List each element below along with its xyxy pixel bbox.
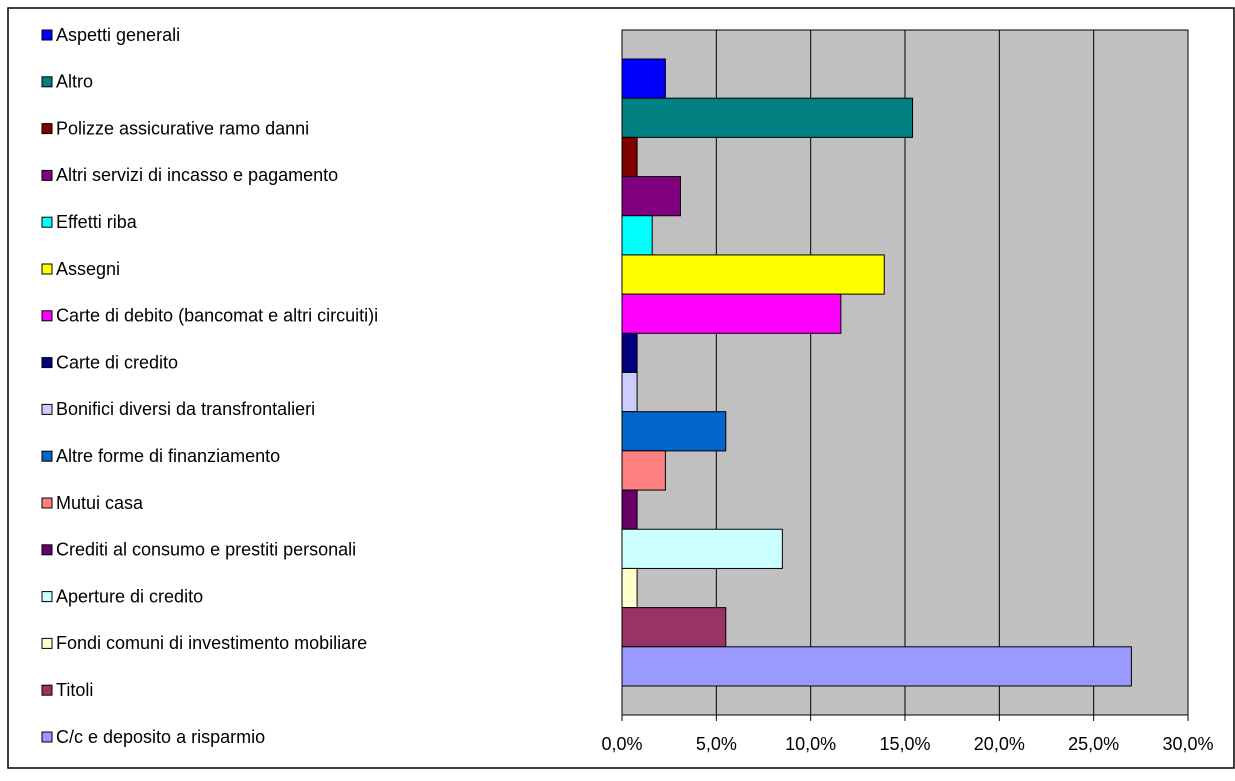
legend-swatch [41,591,53,603]
legend-label: Altro [56,72,93,92]
legend-label: Bonifici diversi da transfrontalieri [56,399,315,419]
legend-swatch [41,637,53,649]
x-tick-label: 20,0% [974,734,1025,754]
bar [621,58,666,99]
bar [621,489,638,530]
legend-label: Assegni [56,259,120,279]
legend-label: Mutui casa [56,493,144,513]
legend-swatch [41,731,53,743]
legend-label: C/c e deposito a risparmio [56,727,265,747]
x-tick-label: 10,0% [785,734,836,754]
x-tick-label: 0,0% [601,734,642,754]
legend-label: Aspetti generali [56,25,180,45]
legend-swatch [41,263,53,275]
legend-label: Crediti al consumo e prestiti personali [56,540,356,560]
legend-label: Titoli [56,680,93,700]
bar [621,254,885,295]
legend-label: Altre forme di finanziamento [56,446,280,466]
bar [621,176,681,217]
bar [621,528,783,569]
bar [621,567,638,609]
legend-label: Polizze assicurative ramo danni [56,118,309,138]
x-tick-label: 30,0% [1162,734,1213,754]
x-tick-label: 25,0% [1068,734,1119,754]
x-tick-label: 5,0% [696,734,737,754]
legend-label: Aperture di credito [56,586,203,606]
legend-swatch [41,684,53,696]
legend-swatch [41,169,53,181]
bar [621,450,666,491]
bar [621,607,727,648]
legend-swatch [41,123,53,135]
legend-swatch [41,544,53,556]
legend-swatch [41,76,53,88]
legend-swatch [41,497,53,509]
legend-swatch [41,216,53,228]
legend-label: Altri servizi di incasso e pagamento [56,165,338,185]
legend-swatch [41,450,53,462]
legend-swatch [41,357,53,369]
bar [621,136,638,178]
legend-label: Fondi comuni di investimento mobiliare [56,633,367,653]
legend-swatch [41,310,53,322]
bar [621,332,638,373]
legend-label: Effetti riba [56,212,138,232]
legend-label: Carte di debito (bancomat e altri circui… [56,306,378,326]
bar [621,411,727,452]
legend-label: Carte di credito [56,352,178,372]
legend-swatch [41,29,53,41]
bar [621,646,1132,687]
legend-swatch [41,403,53,415]
bar [621,215,653,256]
bar [621,97,914,138]
bar [621,293,842,334]
bar [621,372,638,413]
x-tick-label: 15,0% [879,734,930,754]
